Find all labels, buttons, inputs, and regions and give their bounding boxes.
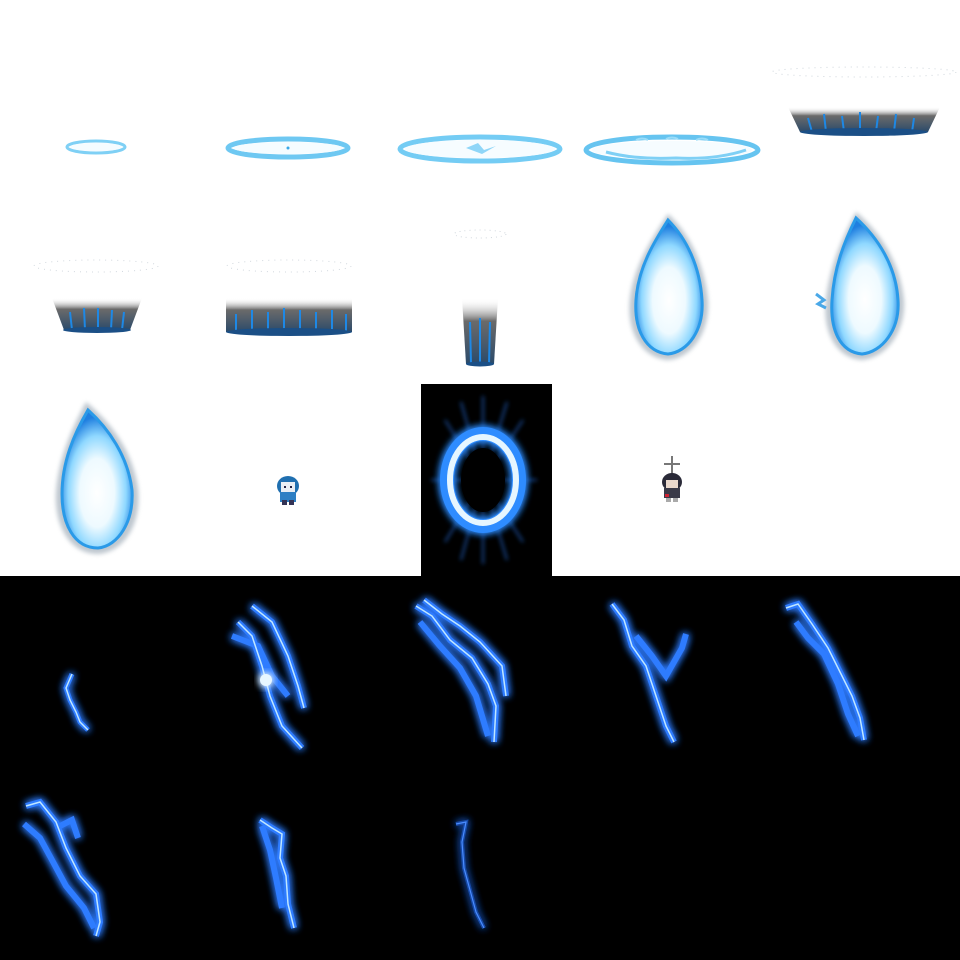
portal-ring-icon (431, 396, 537, 564)
blue-fire-2-frame (768, 192, 960, 384)
lightning-1-frame (0, 576, 192, 768)
lightning-7-frame (192, 768, 384, 960)
character-sprite-blue-hair-frame (192, 384, 384, 576)
flame-pillar-icon (771, 66, 957, 136)
flame-pillar-icon (453, 229, 507, 367)
lightning-3-frame (384, 576, 576, 768)
ring-wide-frame (576, 0, 768, 192)
lightning-icon (609, 602, 689, 744)
lightning-4-frame (576, 576, 768, 768)
pillar-narrow-frame (384, 192, 576, 384)
blue-fire-icon (629, 214, 709, 360)
lightning-8-frame (384, 768, 576, 960)
pillar-base-medium-frame (0, 192, 192, 384)
blue-fire-3-frame (0, 384, 192, 576)
pillar-base-wide-frame (768, 0, 960, 192)
flame-pillar-icon (33, 259, 159, 333)
character-icon (277, 476, 299, 505)
character-sprite-with-cross-frame (576, 384, 768, 576)
lightning-icon (414, 597, 509, 743)
ring-medium-frame (192, 0, 384, 192)
ground-ring-icon (225, 136, 351, 160)
lightning-icon (785, 600, 867, 741)
ring-small-frame (0, 0, 192, 192)
lightning-5-frame (768, 576, 960, 768)
blue-fire-icon (815, 212, 905, 360)
lightning-icon (22, 798, 104, 937)
ring-large-frame (384, 0, 576, 192)
blue-fire-1-frame (576, 192, 768, 384)
ground-ring-icon (65, 139, 127, 155)
blue-fire-icon (55, 402, 139, 554)
lightning-icon (258, 817, 297, 929)
character-icon (662, 456, 682, 502)
ground-ring-icon (397, 134, 563, 164)
flame-pillar-icon (226, 259, 352, 336)
lightning-icon (63, 673, 90, 732)
lightning-2-frame (192, 576, 384, 768)
lightning-icon (230, 603, 307, 751)
ground-ring-icon (583, 134, 761, 166)
lightning-icon (455, 819, 486, 929)
pillar-base-flat-frame (192, 192, 384, 384)
energy-portal-frame (421, 384, 552, 576)
lightning-6-frame (0, 768, 192, 960)
